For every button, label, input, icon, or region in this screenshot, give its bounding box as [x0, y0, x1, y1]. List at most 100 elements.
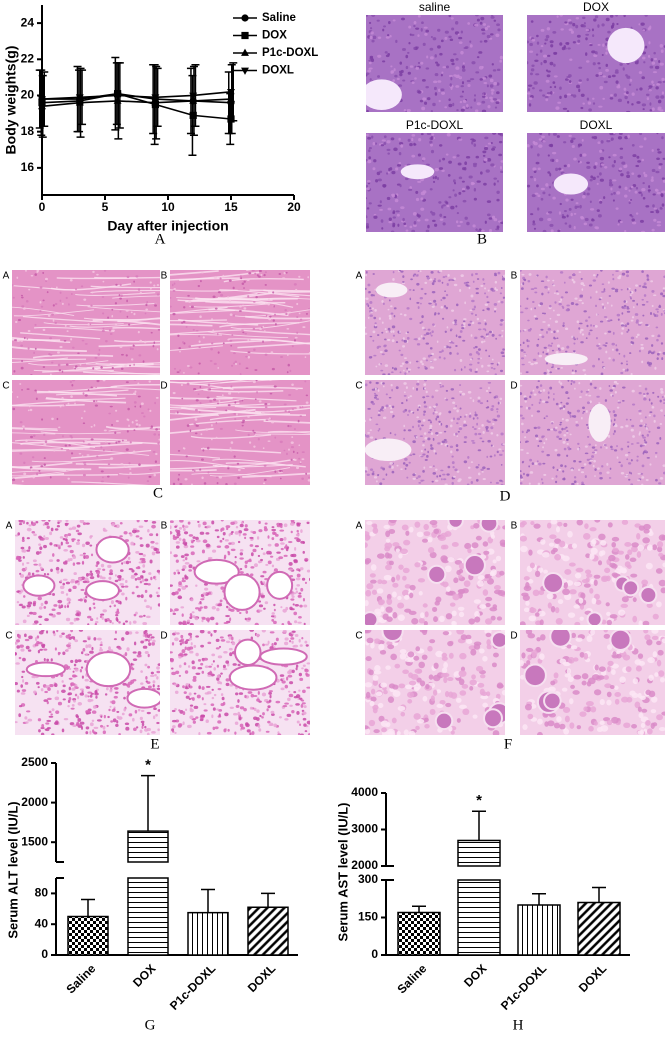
cell: [232, 663, 236, 666]
y-tick-label: 2000: [351, 858, 378, 872]
cell: [95, 405, 98, 407]
cell: [370, 31, 373, 34]
cell: [141, 402, 144, 405]
cell: [540, 62, 542, 65]
cell: [22, 537, 25, 540]
cell: [391, 371, 394, 373]
cell: [527, 320, 529, 322]
cell: [462, 81, 464, 84]
cell: [234, 561, 236, 564]
cell: [264, 403, 267, 405]
cell: [580, 329, 583, 331]
cell: [214, 276, 217, 279]
panel-label: A: [155, 231, 166, 247]
cell: [456, 220, 458, 223]
cell: [128, 324, 130, 326]
cell: [218, 351, 220, 353]
cell: [658, 334, 660, 337]
cell: [143, 416, 145, 418]
cell: [477, 19, 480, 22]
cell: [397, 78, 400, 80]
cell: [125, 652, 128, 656]
cell: [22, 562, 24, 565]
cell: [19, 519, 24, 523]
cell: [307, 662, 311, 664]
cell: [186, 326, 188, 328]
cell: [122, 440, 124, 442]
cell: [398, 138, 400, 141]
series-line: [42, 92, 231, 99]
cell: [390, 330, 392, 333]
cell: [107, 565, 111, 568]
cell: [526, 41, 529, 44]
cell: [637, 456, 639, 458]
cell: [141, 594, 144, 598]
cell: [234, 401, 236, 403]
cell: [423, 411, 426, 413]
cell: [530, 471, 534, 474]
cell: [442, 158, 445, 161]
cell: [294, 620, 297, 623]
cell: [611, 304, 613, 306]
cell: [93, 607, 95, 609]
cell: [110, 333, 113, 335]
cell: [550, 40, 554, 43]
cell: [473, 281, 475, 283]
cell: [590, 200, 592, 203]
cell: [111, 315, 113, 318]
cell: [433, 406, 436, 408]
cell: [194, 469, 196, 472]
cell: [655, 452, 658, 454]
cell: [213, 295, 216, 298]
cell: [57, 600, 62, 603]
cell: [472, 426, 474, 428]
cell: [419, 406, 421, 408]
cell: [611, 193, 613, 195]
cell: [411, 230, 415, 233]
cell: [561, 386, 564, 389]
y-tick-label: 18: [21, 124, 35, 138]
cell: [436, 415, 439, 418]
cell: [157, 595, 160, 598]
cell: [28, 572, 31, 575]
cell: [638, 410, 641, 412]
cell: [430, 188, 433, 190]
cell: [535, 318, 538, 320]
cell: [662, 295, 665, 297]
cell: [616, 23, 618, 25]
cell: [486, 335, 489, 337]
cell: [430, 211, 432, 214]
cell: [662, 158, 665, 160]
cell: [173, 392, 176, 394]
cell: [49, 354, 52, 356]
cell: [132, 592, 135, 595]
cell: [395, 40, 397, 43]
cell: [263, 447, 265, 449]
cell: [597, 209, 600, 212]
cell: [377, 20, 380, 22]
cell: [191, 551, 195, 555]
cell: [121, 368, 124, 370]
cell: [103, 730, 106, 734]
cell: [575, 421, 578, 423]
cell: [646, 393, 648, 395]
cell: [153, 548, 157, 552]
cell: [561, 347, 564, 350]
cell: [628, 462, 631, 465]
cell: [648, 352, 650, 354]
cell: [176, 533, 180, 537]
cell: [406, 371, 408, 373]
cell: [99, 349, 101, 351]
cell: [375, 324, 377, 326]
cell: [562, 47, 565, 50]
cell: [373, 317, 376, 319]
cell: [259, 715, 261, 717]
cell: [425, 459, 428, 461]
cell: [296, 711, 299, 715]
cell: [445, 425, 448, 428]
cell: [539, 218, 543, 222]
cell: [601, 465, 603, 467]
cell: [440, 299, 442, 301]
cell: [384, 349, 387, 352]
cell: [146, 544, 150, 548]
